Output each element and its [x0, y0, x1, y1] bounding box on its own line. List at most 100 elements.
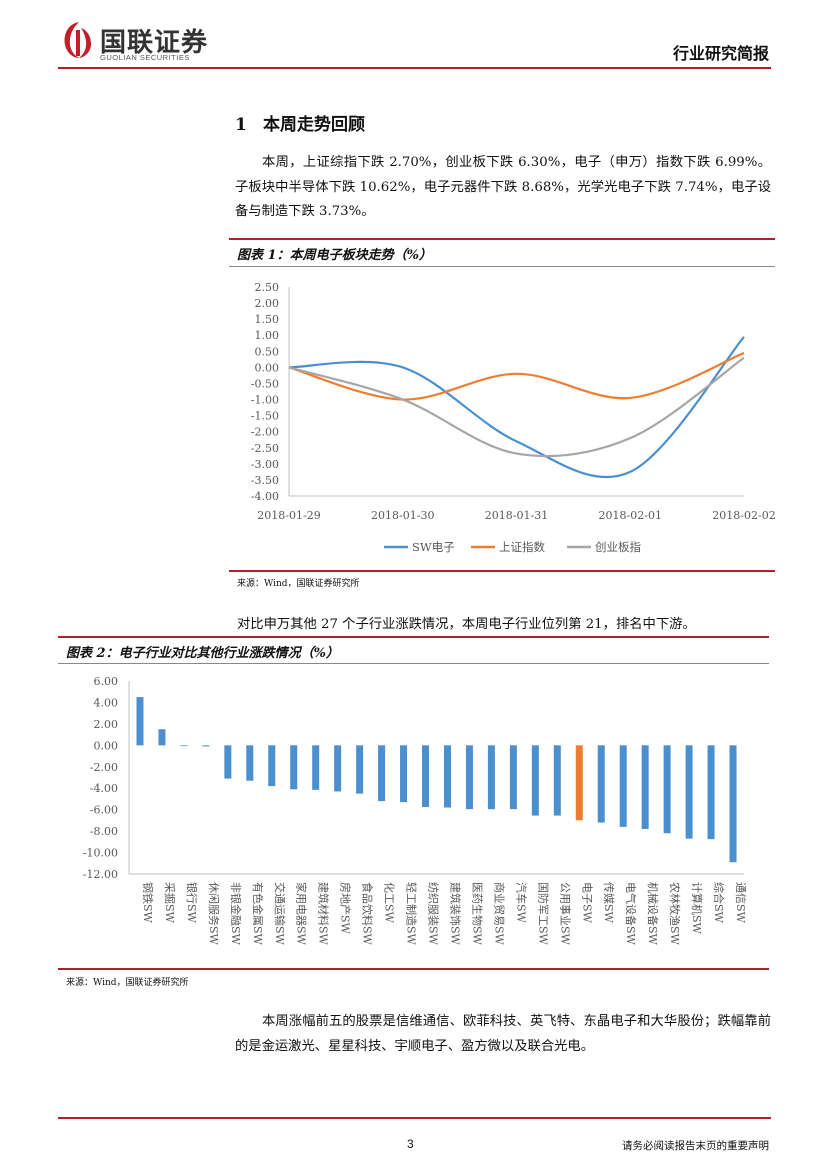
section-title-text: 本周走势回顾 — [263, 115, 365, 135]
intro-paragraph: 本周，上证综指下跌 2.70%，创业板下跌 6.30%，电子（申万）指数下跌 6… — [235, 155, 771, 219]
x-tick-label: 银行SW — [185, 882, 199, 924]
x-tick-label: 纺织服装SW — [427, 882, 441, 946]
x-tick-label: 房地产SW — [339, 882, 353, 935]
x-tick-label: 机械设备SW — [646, 882, 660, 946]
series-line-sw-electronics — [288, 336, 745, 479]
bar — [685, 745, 693, 839]
bar — [663, 745, 671, 834]
bar — [180, 745, 188, 747]
y-tick-label: 1.00 — [255, 329, 280, 342]
x-tick-label: 采掘SW — [163, 882, 177, 924]
y-tick-label: 4.00 — [94, 696, 119, 709]
x-tick-label: 家用电器SW — [295, 882, 309, 946]
legend-label: 上证指数 — [499, 540, 545, 554]
company-logo-icon — [64, 22, 91, 58]
bar — [487, 745, 495, 810]
section-number: 1 — [235, 115, 247, 135]
figure2-title-rule — [58, 663, 769, 664]
x-tick-label: 公用事业SW — [558, 882, 571, 946]
bar — [422, 745, 430, 807]
stocks-paragraph: 本周涨幅前五的股票是信维通信、欧菲科技、英飞特、东晶电子和大华股份；跌幅靠前的是… — [235, 1014, 771, 1054]
y-tick-label: -10.00 — [83, 847, 118, 860]
figure1-title: 图表 1：本周电子板块走势（%） — [237, 248, 432, 263]
bar — [158, 729, 166, 746]
y-tick-label: 2.00 — [94, 718, 119, 731]
bar — [553, 745, 561, 816]
y-tick-label: 0.00 — [255, 361, 280, 374]
figure2-bottom-rule — [58, 968, 769, 970]
figure2-title: 图表 2：电子行业对比其他行业涨跌情况（%） — [66, 646, 339, 661]
section-title: 1 本周走势回顾 — [235, 110, 365, 135]
bar — [356, 745, 364, 794]
x-tick-label: 汽车SW — [514, 882, 528, 924]
y-tick-label: 0.50 — [255, 345, 280, 358]
y-tick-label: 6.00 — [94, 675, 119, 688]
line-chart: 2.50 2.00 1.50 1.00 0.50 0.00 -0.50 -1.00 -1.50 -… — [251, 281, 775, 554]
y-tick-label: -1.50 — [251, 410, 279, 423]
bar — [641, 745, 649, 829]
bar — [729, 745, 737, 863]
x-tick-label: 电子SW — [580, 882, 593, 924]
figure1-source: 来源：Wind，国联证券研究所 — [237, 579, 360, 589]
bar — [597, 745, 605, 823]
x-tick-label: 电气设备SW — [624, 882, 638, 946]
y-tick-label: 1.50 — [255, 313, 280, 326]
bar — [575, 745, 583, 821]
bar — [224, 745, 232, 779]
x-tick-label: 综合SW — [712, 882, 726, 924]
bar — [619, 745, 627, 827]
y-tick-label: 2.50 — [255, 281, 280, 294]
bar — [465, 745, 473, 810]
y-tick-label: -4.00 — [251, 490, 279, 503]
legend-label: SW电子 — [412, 540, 455, 554]
company-name-cn: 国联证券 — [100, 28, 209, 58]
bar — [334, 745, 342, 792]
x-tick-label: 2018-01-31 — [485, 509, 548, 522]
x-tick-label: 医药生物SW — [470, 882, 484, 946]
y-tick-label: -2.00 — [90, 761, 118, 774]
x-tick-label: 轻工制造SW — [405, 882, 419, 946]
x-tick-label: 建筑材料SW — [317, 882, 331, 946]
bar — [509, 745, 517, 810]
bar — [378, 745, 386, 802]
x-tick-label: 建筑装饰SW — [448, 882, 462, 946]
x-tick-label: 交通运输SW — [273, 882, 287, 946]
figure2-source: 来源：Wind，国联证券研究所 — [66, 978, 189, 988]
y-tick-label: -4.00 — [90, 782, 118, 795]
company-name-en: GUOLIAN SECURITIES — [100, 53, 190, 62]
page-number: 3 — [407, 1137, 414, 1151]
x-tick-label: 休闲服务SW — [207, 882, 221, 946]
x-tick-label: 食品饮料SW — [361, 882, 375, 946]
bar — [202, 745, 210, 747]
x-tick-label: 2018-01-29 — [257, 509, 320, 522]
x-tick-label: 国防军工SW — [536, 882, 550, 946]
report-type: 行业研究简报 — [672, 44, 769, 63]
x-tick-label: 商业贸易SW — [492, 882, 506, 946]
figure1-title-rule — [229, 266, 775, 267]
bar — [268, 745, 276, 787]
bar — [443, 745, 451, 808]
series-line-chinext-index — [288, 356, 745, 458]
y-tick-label: -8.00 — [90, 825, 118, 838]
series-line-shanghai-index — [288, 351, 745, 401]
bar — [531, 745, 539, 816]
y-tick-label: -1.00 — [251, 394, 279, 407]
bar — [246, 745, 254, 781]
x-tick-label: 农林牧渔SW — [668, 882, 682, 946]
figure1-bottom-rule — [229, 570, 775, 572]
y-tick-label: 0.00 — [94, 739, 119, 752]
x-tick-label: 传媒SW — [602, 882, 615, 924]
figure1-top-rule — [229, 238, 775, 240]
y-tick-label: -0.50 — [251, 377, 279, 390]
footer-disclaimer: 请务必阅读报告末页的重要声明 — [622, 1140, 769, 1152]
y-tick-label: -2.50 — [251, 442, 279, 455]
y-tick-label: -6.00 — [90, 804, 118, 817]
figure2-top-rule — [58, 636, 769, 638]
header-rule — [58, 67, 771, 69]
x-tick-label: 化工SW — [383, 882, 397, 924]
y-tick-label: -3.00 — [251, 458, 279, 471]
bar — [312, 745, 320, 790]
bar — [400, 745, 408, 803]
y-tick-label: -3.50 — [251, 474, 279, 487]
x-tick-label: 通信SW — [734, 882, 747, 924]
